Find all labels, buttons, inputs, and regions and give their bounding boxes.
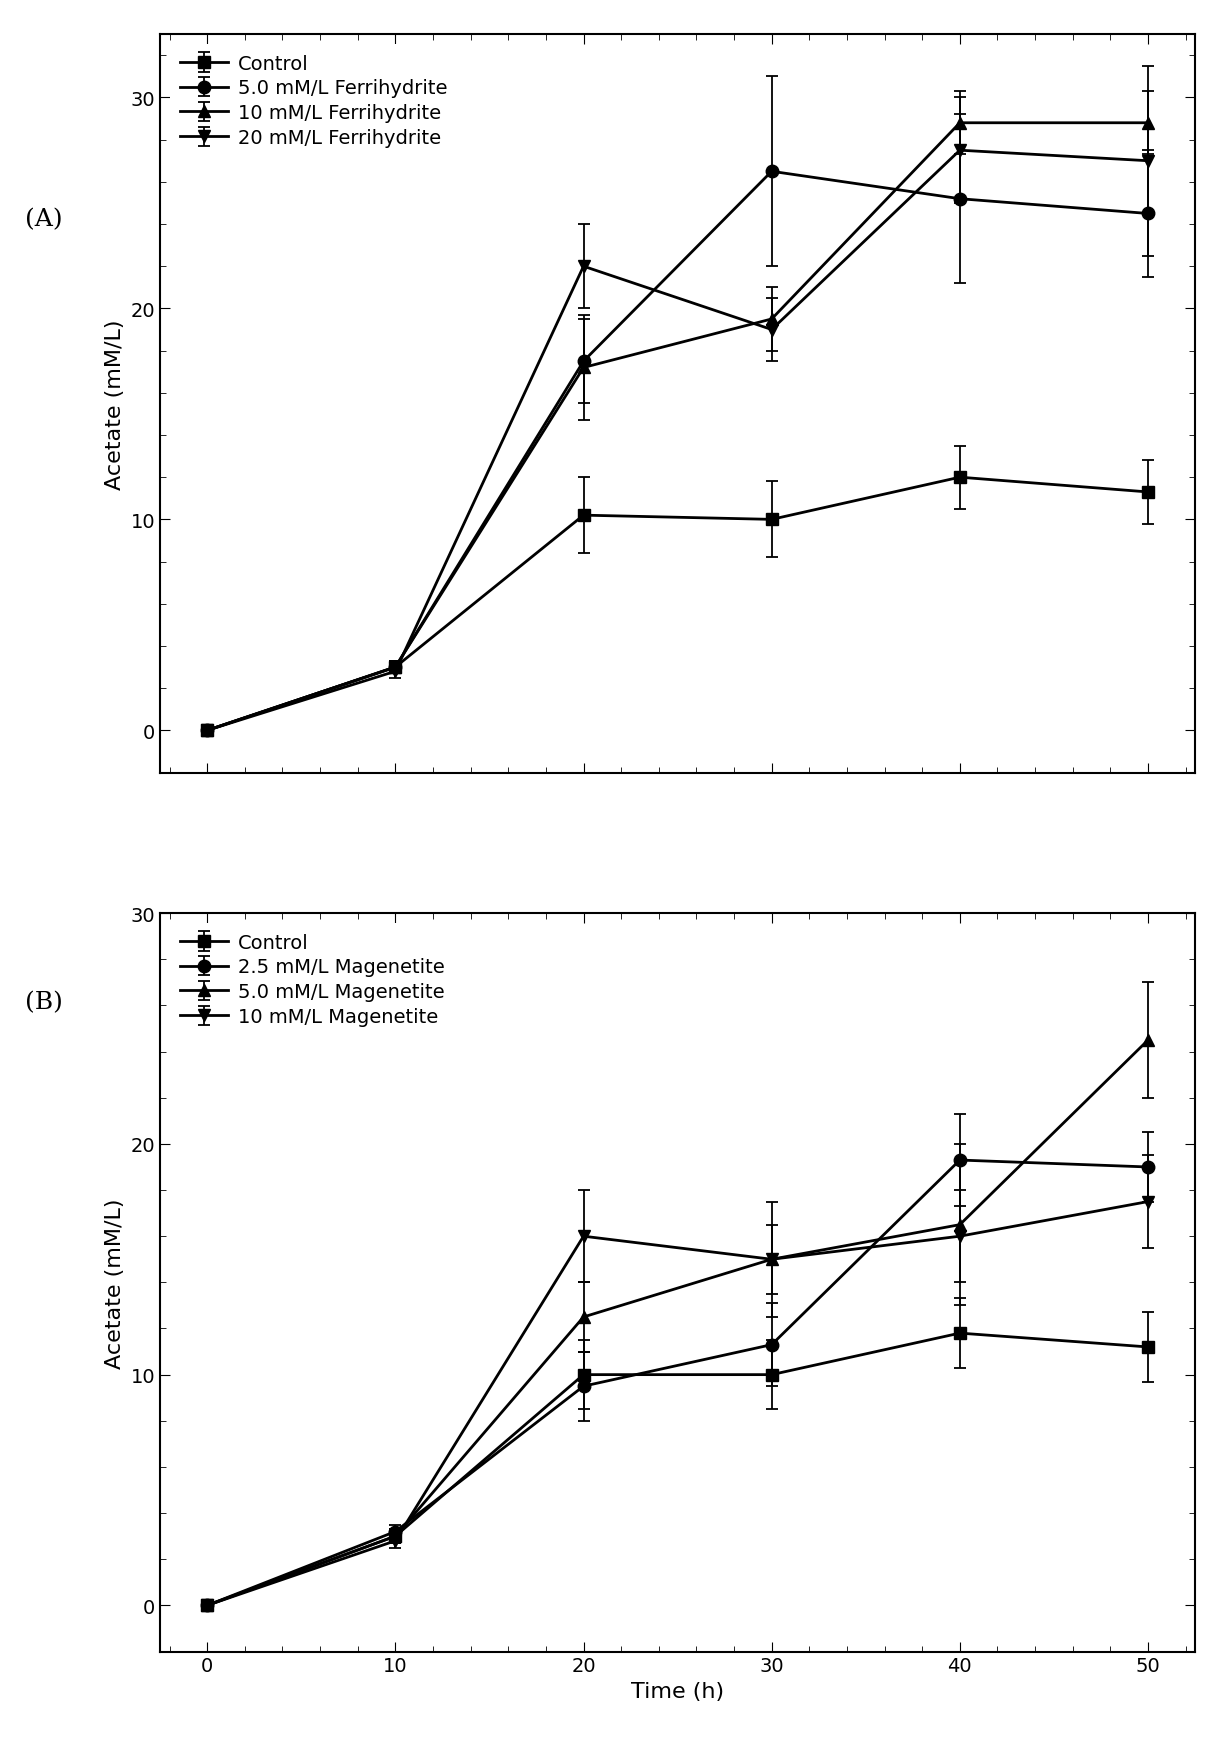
Text: (A): (A) [25, 207, 63, 232]
X-axis label: Time (h): Time (h) [631, 1681, 724, 1701]
Y-axis label: Acetate (mM/L): Acetate (mM/L) [105, 1198, 126, 1367]
Legend: Control, 5.0 mM/L Ferrihydrite, 10 mM/L Ferrihydrite, 20 mM/L Ferrihydrite: Control, 5.0 mM/L Ferrihydrite, 10 mM/L … [170, 46, 457, 158]
Y-axis label: Acetate (mM/L): Acetate (mM/L) [105, 320, 126, 488]
Legend: Control, 2.5 mM/L Magenetite, 5.0 mM/L Magenetite, 10 mM/L Magenetite: Control, 2.5 mM/L Magenetite, 5.0 mM/L M… [170, 924, 455, 1037]
Text: (B): (B) [25, 991, 63, 1014]
